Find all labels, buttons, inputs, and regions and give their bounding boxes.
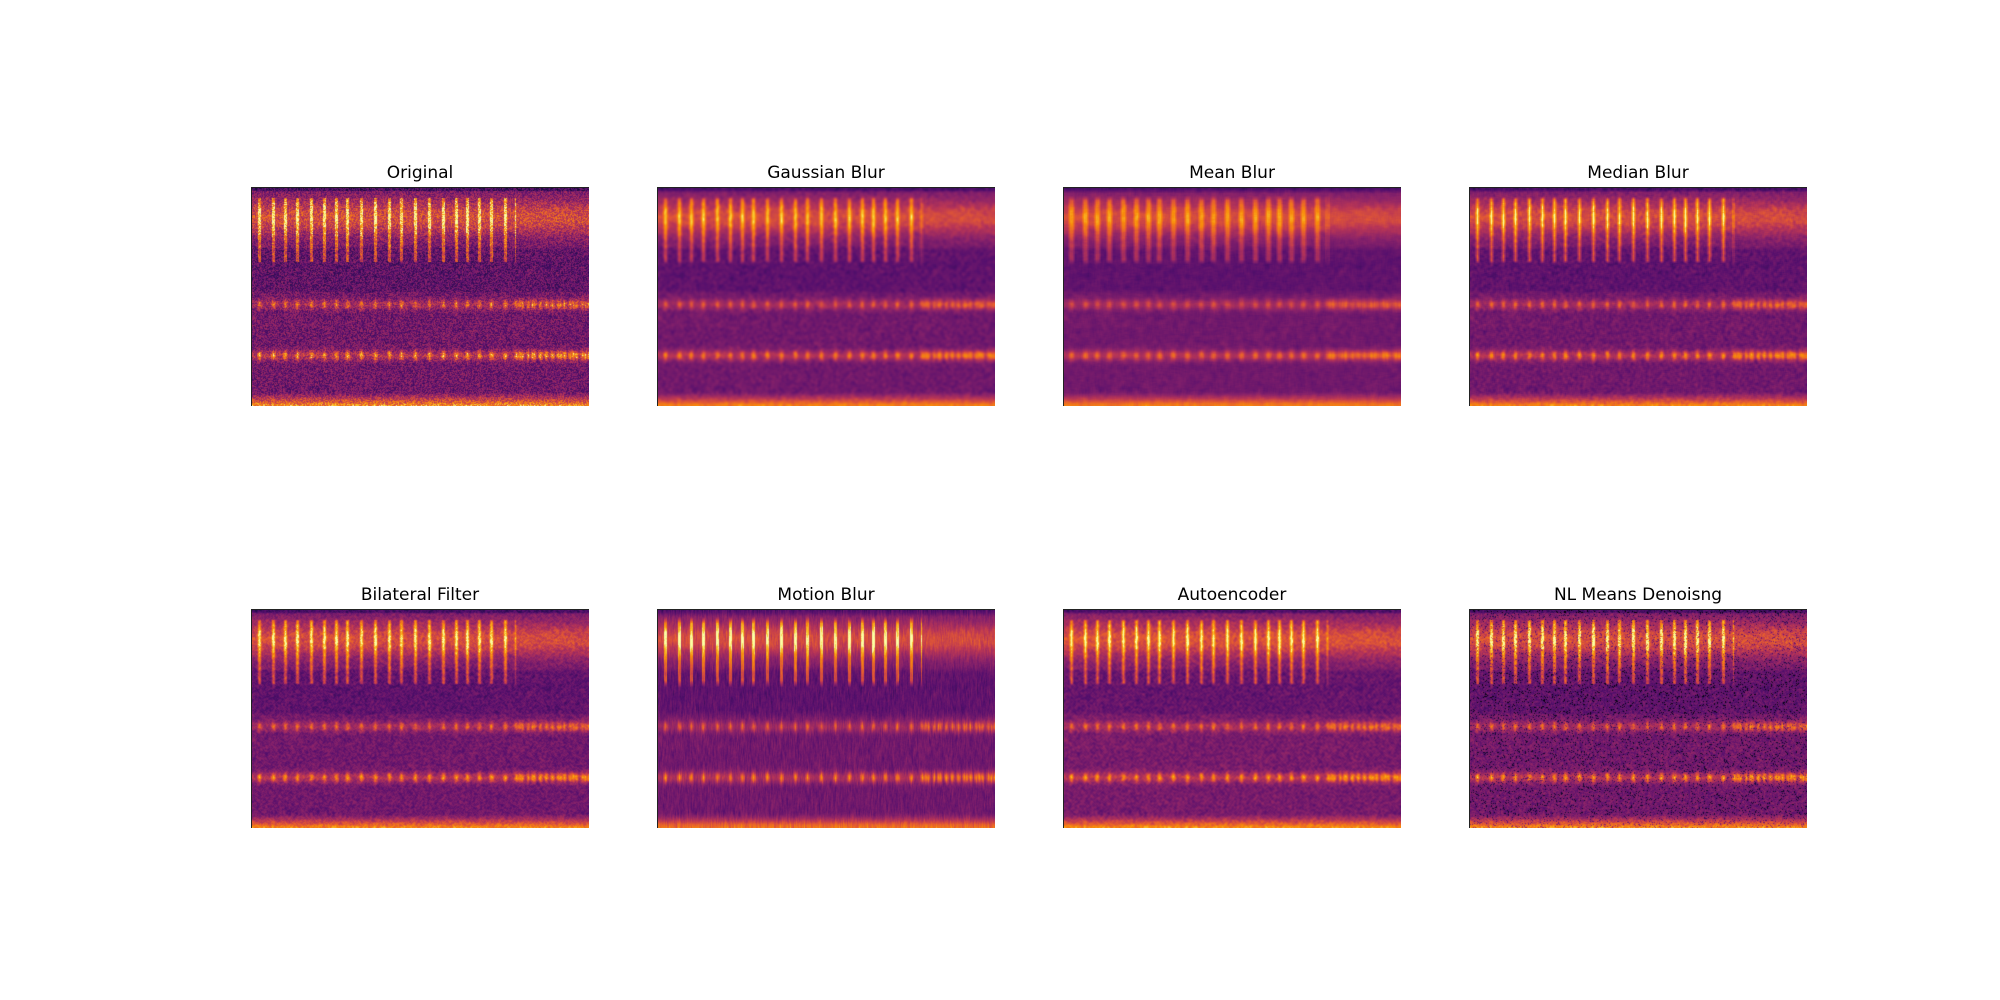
panel-nl-means-denoising: NL Means Denoisng <box>1469 585 1807 828</box>
panel-original: Original <box>251 163 589 406</box>
panel-title: NL Means Denoisng <box>1553 585 1723 605</box>
spectrogram-image <box>657 609 995 828</box>
panel-motion-blur: Motion Blur <box>657 585 995 828</box>
panel-title: Bilateral Filter <box>360 585 480 605</box>
panel-median-blur: Median Blur <box>1469 163 1807 406</box>
panel-autoencoder: Autoencoder <box>1063 585 1401 828</box>
spectrogram-image <box>251 609 589 828</box>
spectrogram-image <box>1469 187 1807 406</box>
panel-bilateral-filter: Bilateral Filter <box>251 585 589 828</box>
spectrogram-image <box>251 187 589 406</box>
panel-mean-blur: Mean Blur <box>1063 163 1401 406</box>
panel-title: Gaussian Blur <box>767 163 885 183</box>
panel-gaussian-blur: Gaussian Blur <box>657 163 995 406</box>
panel-title: Mean Blur <box>1189 163 1275 183</box>
panel-title: Original <box>386 163 454 183</box>
spectrogram-image <box>1469 609 1807 828</box>
panel-title: Median Blur <box>1587 163 1689 183</box>
panel-title: Motion Blur <box>777 585 875 605</box>
spectrogram-image <box>1063 609 1401 828</box>
spectrogram-image <box>1063 187 1401 406</box>
spectrogram-image <box>657 187 995 406</box>
panel-title: Autoencoder <box>1177 585 1287 605</box>
